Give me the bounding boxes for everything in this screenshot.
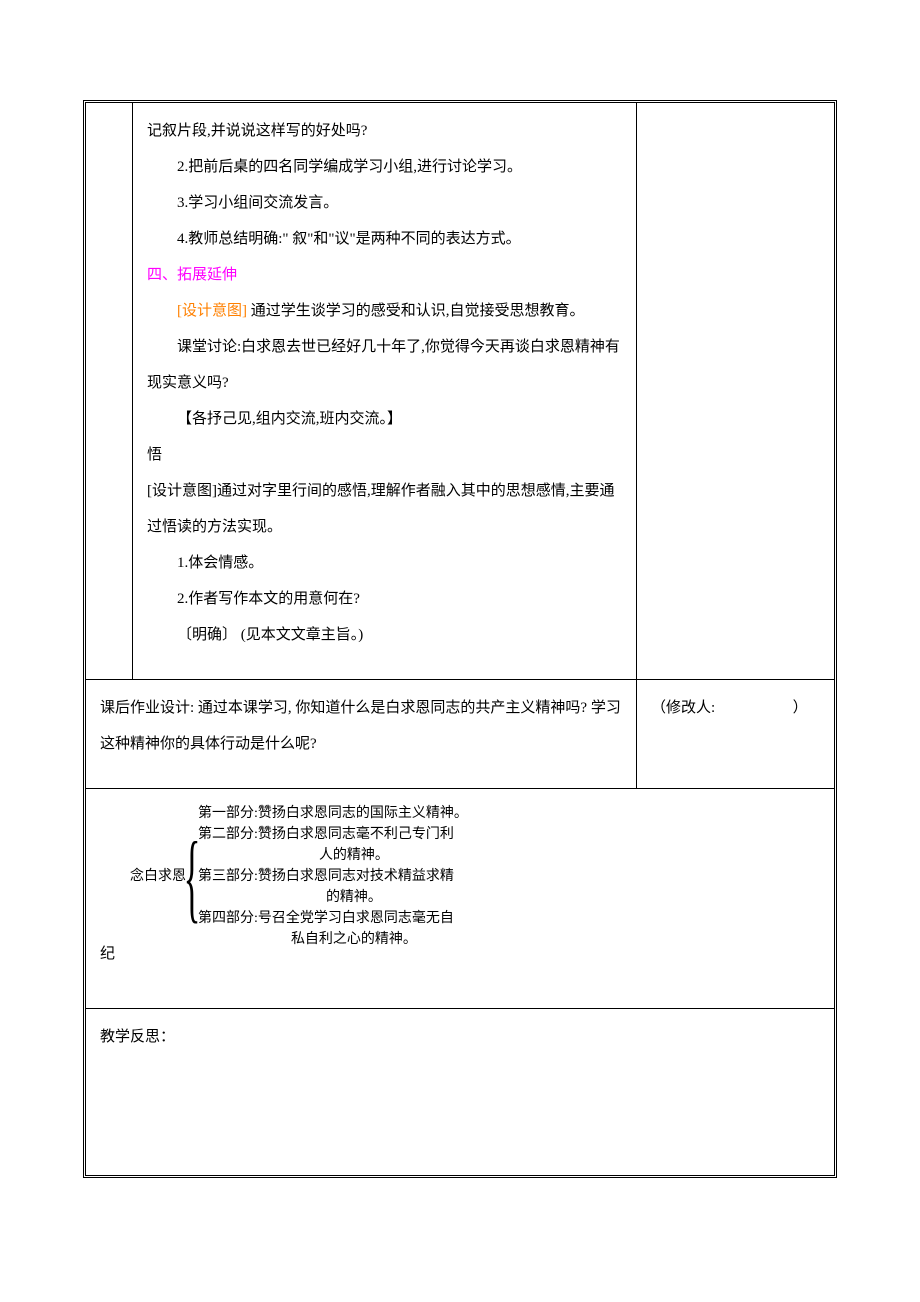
text-line: 2.把前后桌的四名同学编成学习小组,进行讨论学习。 <box>147 149 622 185</box>
diagram-part: 第四部分:号召全党学习白求恩同志毫无自 <box>198 908 468 929</box>
text-line: 【各抒己见,组内交流,班内交流。】 <box>147 401 622 437</box>
text-line: 1.体会情感。 <box>147 545 622 581</box>
right-margin-cell <box>637 103 834 679</box>
main-content-row: 记叙片段,并说说这样写的好处吗? 2.把前后桌的四名同学编成学习小组,进行讨论学… <box>86 103 834 679</box>
brace-icon: { <box>184 827 201 927</box>
text-line: 记叙片段,并说说这样写的好处吗? <box>147 113 622 149</box>
reflection-row: 教学反思： <box>86 1008 834 1175</box>
text-line: 悟 <box>147 437 622 473</box>
diagram-part-cont: 私自利之心的精神。 <box>198 929 468 950</box>
homework-text: 课后作业设计: 通过本课学习, 你知道什么是白求恩同志的共产主义精神吗? 学习这… <box>100 690 622 762</box>
diagram-part: 第二部分:赞扬白求恩同志毫不利己专门利 <box>198 824 468 845</box>
section-heading: 四、拓展延伸 <box>147 257 622 293</box>
homework-row: 课后作业设计: 通过本课学习, 你知道什么是白求恩同志的共产主义精神吗? 学习这… <box>86 679 834 788</box>
design-intent-label: [设计意图] <box>177 303 247 319</box>
left-margin-cell <box>86 103 133 679</box>
text-line: [设计意图]通过对字里行间的感悟,理解作者融入其中的思想感情,主要通过悟读的方法… <box>147 473 622 545</box>
reflection-label: 教学反思： <box>100 1019 820 1055</box>
homework-cell: 课后作业设计: 通过本课学习, 你知道什么是白求恩同志的共产主义精神吗? 学习这… <box>86 680 637 788</box>
diagram-part-cont: 人的精神。 <box>198 845 468 866</box>
outline-diagram: 念白求恩 { 第一部分:赞扬白求恩同志的国际主义精神。 第二部分:赞扬白求恩同志… <box>130 803 820 950</box>
lesson-plan-table: 记叙片段,并说说这样写的好处吗? 2.把前后桌的四名同学编成学习小组,进行讨论学… <box>83 100 837 1178</box>
text-line: 〔明确〕 (见本文文章主旨。) <box>147 617 622 653</box>
text-line: [设计意图] 通过学生谈学习的感受和认识,自觉接受思想教育。 <box>147 293 622 329</box>
diagram-parts: 第一部分:赞扬白求恩同志的国际主义精神。 第二部分:赞扬白求恩同志毫不利己专门利… <box>198 803 468 950</box>
reviser-cell: （修改人: ） <box>637 680 834 788</box>
design-intent-text: 通过学生谈学习的感受和认识,自觉接受思想教育。 <box>247 303 585 319</box>
main-content-cell: 记叙片段,并说说这样写的好处吗? 2.把前后桌的四名同学编成学习小组,进行讨论学… <box>133 103 637 679</box>
reviser-end: ） <box>793 700 808 716</box>
text-line: 3.学习小组间交流发言。 <box>147 185 622 221</box>
reviser-label: （修改人: <box>651 700 715 716</box>
diagram-part: 第三部分:赞扬白求恩同志对技术精益求精 <box>198 866 468 887</box>
diagram-title: 念白求恩 <box>130 866 186 887</box>
diagram-part-cont: 的精神。 <box>198 887 468 908</box>
diagram-part: 第一部分:赞扬白求恩同志的国际主义精神。 <box>198 803 468 824</box>
diagram-row: 念白求恩 { 第一部分:赞扬白求恩同志的国际主义精神。 第二部分:赞扬白求恩同志… <box>86 788 834 1008</box>
text-line: 4.教师总结明确:" 叙"和"议"是两种不同的表达方式。 <box>147 221 622 257</box>
text-line: 课堂讨论:白求恩去世已经好几十年了,你觉得今天再谈白求恩精神有现实意义吗? <box>147 329 622 401</box>
text-line: 2.作者写作本文的用意何在? <box>147 581 622 617</box>
